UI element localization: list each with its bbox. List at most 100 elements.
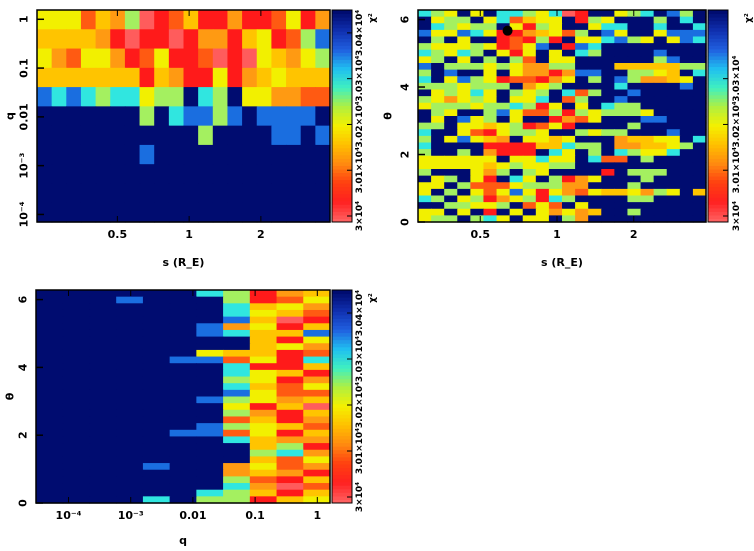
heatmap-cell xyxy=(667,162,681,169)
heatmap-cell xyxy=(250,403,277,410)
heatmap-cell xyxy=(223,310,250,317)
colorbar-segment xyxy=(332,318,352,322)
heatmap-cell xyxy=(562,136,576,143)
heatmap-cell xyxy=(140,29,155,49)
heatmap-cell xyxy=(680,116,694,123)
heatmap-cell xyxy=(63,323,90,330)
colorbar-tick-label: 3×10⁴ xyxy=(732,201,742,231)
heatmap-cell xyxy=(575,189,589,196)
heatmap-cell xyxy=(250,443,277,450)
heatmap-cell xyxy=(667,116,681,123)
heatmap-cell xyxy=(66,145,81,165)
heatmap-cell xyxy=(549,202,563,209)
heatmap-cell xyxy=(250,363,277,370)
colorbar-segment xyxy=(332,88,352,92)
heatmap-cell xyxy=(169,49,184,69)
heatmap-cell xyxy=(89,470,116,477)
heatmap-cell xyxy=(431,56,445,63)
heatmap-cell xyxy=(562,162,576,169)
heatmap-cell xyxy=(140,126,155,146)
heatmap-cell xyxy=(143,317,170,324)
heatmap-cell xyxy=(562,182,576,189)
heatmap-cell xyxy=(143,403,170,410)
heatmap-cell xyxy=(223,476,250,483)
colorbar-segment xyxy=(332,404,352,408)
heatmap-cell xyxy=(242,106,257,126)
heatmap-cell xyxy=(575,176,589,183)
heatmap-cell xyxy=(169,29,184,49)
heatmap-cell xyxy=(470,189,484,196)
heatmap-cell xyxy=(667,143,681,150)
heatmap-cell xyxy=(227,145,242,165)
heatmap-cell xyxy=(170,303,197,310)
heatmap-cell xyxy=(667,136,681,143)
heatmap-cell xyxy=(250,337,277,344)
heatmap-cell xyxy=(693,43,707,50)
heatmap-cell xyxy=(444,70,458,77)
heatmap-cell xyxy=(536,129,550,136)
heatmap-cell xyxy=(125,68,140,88)
heatmap-cell xyxy=(37,29,52,49)
heatmap-cell xyxy=(250,397,277,404)
colorbar-tick-label: 3.04×10⁴ xyxy=(355,10,365,56)
heatmap-cell xyxy=(483,149,497,156)
heatmap-cell xyxy=(154,10,169,30)
heatmap-cell xyxy=(667,43,681,50)
heatmap-cell xyxy=(170,317,197,324)
heatmap-cell xyxy=(170,330,197,337)
heatmap-cell xyxy=(227,183,242,203)
heatmap-cell xyxy=(250,310,277,317)
heatmap-cell xyxy=(457,116,471,123)
heatmap-cell xyxy=(457,182,471,189)
heatmap-cell xyxy=(242,49,257,69)
heatmap-cell xyxy=(36,450,63,457)
colorbar-segment xyxy=(708,201,728,205)
colorbar-segment xyxy=(332,418,352,422)
colorbar-segment xyxy=(708,88,728,92)
heatmap-cell xyxy=(510,37,524,44)
heatmap-cell xyxy=(549,149,563,156)
heatmap-cell xyxy=(444,63,458,70)
heatmap-cell xyxy=(257,29,272,49)
colorbar-segment xyxy=(332,201,352,205)
heatmap-cell xyxy=(614,30,628,37)
heatmap-cell xyxy=(497,176,511,183)
heatmap-cell xyxy=(614,50,628,57)
heatmap-cell xyxy=(601,70,615,77)
colorbar-segment xyxy=(332,450,352,454)
heatmap-cell xyxy=(36,343,63,350)
heatmap-cell xyxy=(575,10,589,17)
heatmap-cell xyxy=(250,390,277,397)
heatmap-cell xyxy=(510,63,524,70)
heatmap-cell xyxy=(693,30,707,37)
heatmap-cell xyxy=(614,76,628,83)
heatmap-cell xyxy=(143,290,170,297)
colorbar-segment xyxy=(332,336,352,340)
heatmap-cell xyxy=(497,96,511,103)
heatmap-cell xyxy=(418,56,432,63)
heatmap-cell xyxy=(588,63,602,70)
heatmap-cell xyxy=(89,410,116,417)
heatmap-cell xyxy=(444,136,458,143)
heatmap-cell xyxy=(680,70,694,77)
heatmap-cell xyxy=(250,450,277,457)
heatmap-cell xyxy=(497,182,511,189)
colorbar-segment xyxy=(332,393,352,397)
heatmap-cell xyxy=(497,83,511,90)
heatmap-cell xyxy=(601,162,615,169)
heatmap-cell xyxy=(457,50,471,57)
heatmap-cell xyxy=(470,123,484,130)
heatmap-cell xyxy=(277,303,304,310)
heatmap-cell xyxy=(418,30,432,37)
heatmap-cell xyxy=(250,343,277,350)
heatmap-cell xyxy=(654,162,668,169)
heatmap-cell xyxy=(680,43,694,50)
heatmap-cell xyxy=(575,182,589,189)
heatmap-cell xyxy=(654,83,668,90)
heatmap-cell xyxy=(96,203,111,223)
heatmap-cell xyxy=(588,162,602,169)
heatmap-cell xyxy=(63,357,90,364)
y-tick-label: 4 xyxy=(17,363,30,371)
heatmap-cell xyxy=(575,76,589,83)
heatmap-cell xyxy=(36,317,63,324)
